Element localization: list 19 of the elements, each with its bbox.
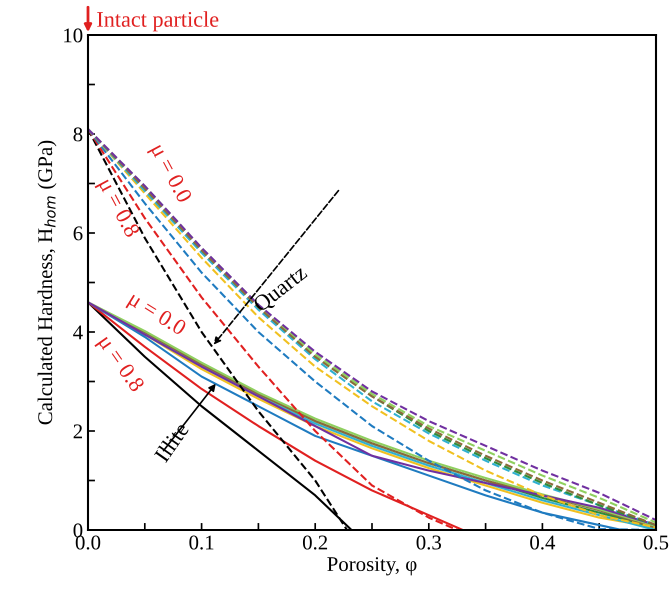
- x-tick-label: 0.4: [530, 535, 556, 550]
- y-tick-label: 10: [64, 28, 82, 42]
- annotation: μ = 0.0: [146, 142, 193, 206]
- x-tick-label: 0.5: [644, 535, 668, 550]
- y-tick-label: 0: [74, 523, 82, 538]
- annotation: μ = 0.8: [94, 334, 146, 396]
- x-tick-label: 0.0: [76, 535, 100, 550]
- x-axis-title: Porosity, φ: [327, 557, 416, 576]
- y-tick-label: 8: [74, 127, 82, 142]
- x-tick-label: 0.3: [416, 535, 442, 550]
- y-tick-label: 4: [73, 326, 83, 340]
- x-tick-label: 0.1: [189, 535, 214, 550]
- x-tick-label: 0.2: [302, 535, 328, 550]
- y-tick-label: 2: [74, 424, 82, 438]
- annotation: μ = 0.0: [125, 294, 188, 336]
- y-tick-label: 6: [74, 226, 83, 240]
- y-axis-title: Calculated Hardness, H$_{hom}$ (GPa): [38, 140, 56, 424]
- annotation: μ = 0.8: [94, 177, 140, 240]
- text: Intact particle: [97, 11, 218, 32]
